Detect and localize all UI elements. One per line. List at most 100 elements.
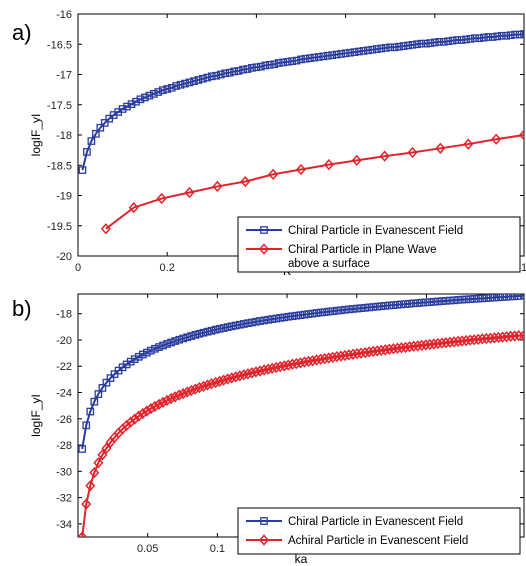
data-point xyxy=(138,350,147,359)
data-point xyxy=(219,324,228,332)
data-point xyxy=(199,328,208,337)
data-point xyxy=(417,298,426,307)
data-point xyxy=(137,407,148,420)
data-point xyxy=(207,72,216,81)
data-point xyxy=(304,310,313,318)
data-point xyxy=(91,129,100,138)
data-point xyxy=(267,362,278,374)
data-point xyxy=(183,333,192,342)
data-point xyxy=(488,33,497,41)
data-point xyxy=(510,294,519,301)
data-point xyxy=(195,329,204,338)
data-point xyxy=(284,312,293,321)
y-tick-label: -17.5 xyxy=(47,100,72,112)
data-point xyxy=(345,305,353,314)
data-point xyxy=(381,301,390,310)
data-point xyxy=(203,327,212,336)
data-point xyxy=(470,295,479,303)
data-point xyxy=(159,341,167,350)
data-point xyxy=(395,42,403,51)
data-point xyxy=(179,334,188,343)
data-point xyxy=(212,71,221,80)
data-point xyxy=(300,310,309,319)
data-point xyxy=(498,294,507,301)
data-point xyxy=(307,355,318,367)
data-point xyxy=(364,46,372,55)
data-point xyxy=(379,150,390,162)
data-point xyxy=(292,311,301,320)
data-point xyxy=(136,95,145,104)
data-point xyxy=(156,192,167,205)
data-point xyxy=(393,300,402,309)
data-point xyxy=(462,35,470,44)
data-point xyxy=(369,303,378,311)
data-point xyxy=(226,372,237,384)
data-point xyxy=(502,294,511,301)
data-point xyxy=(274,59,283,67)
data-point xyxy=(327,351,338,363)
data-point xyxy=(408,340,419,352)
data-point xyxy=(184,186,195,199)
data-point xyxy=(426,39,435,47)
y-tick-label: -18.5 xyxy=(47,160,72,172)
data-point xyxy=(155,343,163,351)
data-point xyxy=(454,296,462,304)
data-point xyxy=(478,294,487,303)
series-2 xyxy=(78,329,524,537)
data-point xyxy=(319,352,330,365)
data-point xyxy=(353,304,361,313)
data-point xyxy=(78,531,88,537)
data-point xyxy=(520,294,524,300)
data-point xyxy=(235,320,244,329)
y-tick-label: -18 xyxy=(56,309,72,321)
data-point xyxy=(248,63,256,72)
data-point xyxy=(240,320,248,328)
data-point xyxy=(435,37,444,46)
data-point xyxy=(466,295,475,303)
data-point xyxy=(98,384,107,392)
data-point xyxy=(372,45,381,53)
data-point xyxy=(438,297,446,305)
y-tick-label: -30 xyxy=(56,466,72,478)
legend-entry: Chiral Particle in Evanescent Field xyxy=(288,225,463,237)
data-point xyxy=(480,33,488,42)
data-point xyxy=(457,335,468,347)
data-point xyxy=(506,294,515,301)
data-point xyxy=(306,54,314,63)
data-point xyxy=(128,201,139,214)
data-point xyxy=(190,383,201,395)
data-point xyxy=(384,343,395,355)
data-point xyxy=(458,295,466,304)
data-point xyxy=(463,138,474,150)
data-point xyxy=(149,400,160,413)
data-point xyxy=(359,47,368,55)
panel-label: a) xyxy=(12,20,32,45)
data-point xyxy=(337,306,345,315)
y-axis-label: logIF_yI xyxy=(29,394,43,437)
data-point xyxy=(368,345,379,358)
data-point xyxy=(442,296,450,305)
data-point xyxy=(242,368,253,380)
data-point xyxy=(166,392,177,405)
data-point xyxy=(296,311,305,319)
data-point xyxy=(461,335,472,347)
data-point xyxy=(392,342,403,354)
data-point xyxy=(182,386,193,398)
data-point xyxy=(471,34,479,43)
data-point xyxy=(497,31,506,40)
data-point xyxy=(474,294,483,303)
data-point xyxy=(145,91,154,100)
plot-frame xyxy=(77,293,525,538)
plot-frame xyxy=(77,13,525,257)
chart-panel-a: a)00.20.40.60.81-16-16.5-17-17.5-18-18.5… xyxy=(12,9,526,278)
data-point xyxy=(234,370,245,382)
data-point xyxy=(280,313,289,322)
data-point xyxy=(244,319,252,328)
legend-entry: Achiral Particle in Evanescent Field xyxy=(288,535,468,547)
data-point xyxy=(505,330,516,342)
y-tick-label: -24 xyxy=(56,388,72,400)
data-point xyxy=(351,154,362,167)
data-point xyxy=(170,391,181,403)
data-point xyxy=(129,413,140,425)
x-tick-label: 0 xyxy=(75,262,81,274)
